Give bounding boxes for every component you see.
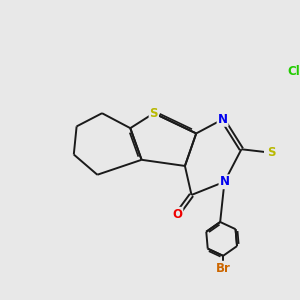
Text: O: O — [172, 208, 182, 221]
Text: S: S — [267, 146, 276, 159]
Text: N: N — [220, 175, 230, 188]
Text: Cl: Cl — [288, 65, 300, 78]
Text: N: N — [218, 113, 228, 126]
Text: Br: Br — [216, 262, 231, 275]
Text: S: S — [150, 107, 158, 120]
